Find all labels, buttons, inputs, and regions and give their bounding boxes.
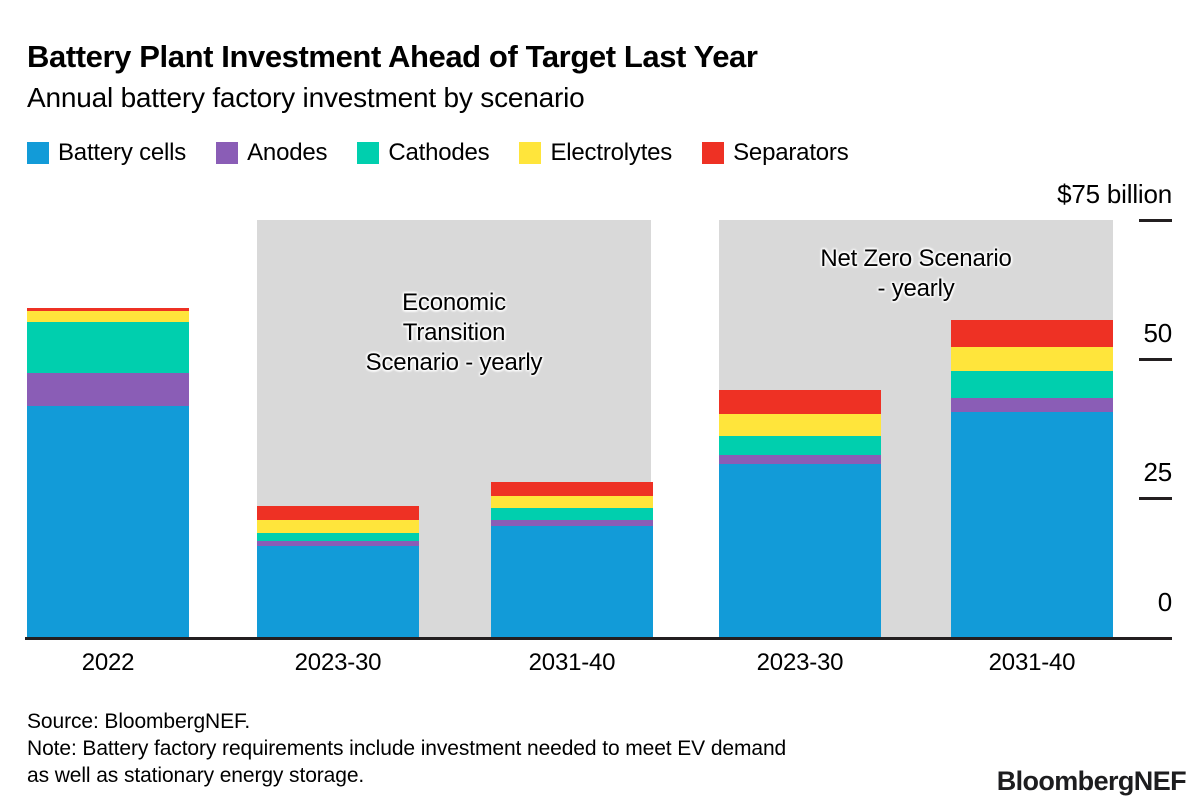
y-axis-label-75: $75 billion — [1057, 179, 1172, 209]
bar-segment-separators — [491, 482, 653, 496]
legend-item-battery-cells: Battery cells — [27, 139, 186, 167]
bar-segment-electrolytes — [951, 347, 1113, 371]
legend-label-battery-cells: Battery cells — [58, 139, 187, 166]
bar-3-2031-40 — [491, 482, 653, 637]
bar-5-2031-40 — [951, 319, 1113, 637]
y-axis-label-0: 0 — [1157, 587, 1172, 617]
bar-segment-cathodes — [719, 436, 881, 455]
note-line-1: Note: Battery factory requirements inclu… — [27, 737, 787, 760]
bloombergnef-logo: BloombergNEF — [996, 766, 1187, 796]
bar-segment-separators — [951, 319, 1113, 348]
scenario-label-economic-transition-line-1: Economic — [402, 289, 506, 316]
footer-notes: Source: BloombergNEF. Note: Battery fact… — [27, 708, 786, 789]
bar-segment-separators — [27, 308, 189, 311]
bar-segment-electrolytes — [719, 414, 881, 437]
x-axis-label-2: 2023-30 — [294, 649, 382, 676]
y-tick-mark-75 — [1139, 218, 1172, 222]
bar-2-2023-30 — [257, 506, 419, 637]
scenario-label-net-zero-line-2: - yearly — [877, 275, 955, 302]
bar-segment-electrolytes — [27, 310, 189, 323]
legend-swatch-separators — [702, 142, 725, 164]
legend-label-anodes: Anodes — [247, 139, 328, 166]
legend-swatch-anodes — [216, 142, 239, 164]
y-tick-mark-50 — [1139, 357, 1172, 361]
scenario-label-net-zero-line-1: Net Zero Scenario — [820, 245, 1012, 272]
bar-segment-battery-cells — [491, 526, 653, 637]
scenario-label-net-zero: Net Zero Scenario - yearly — [719, 244, 1113, 304]
bar-segment-battery-cells — [27, 406, 189, 637]
bar-segment-anodes — [951, 397, 1113, 412]
scenario-label-economic-transition-line-3: Scenario - yearly — [365, 349, 543, 376]
bar-segment-anodes — [491, 520, 653, 527]
y-axis-label-50: 50 — [1143, 318, 1172, 348]
bar-1-2022 — [27, 308, 189, 637]
bar-segment-battery-cells — [719, 464, 881, 637]
source-text: Source: BloombergNEF. — [27, 710, 251, 733]
bar-segment-anodes — [257, 541, 419, 547]
bar-4-2023-30 — [719, 389, 881, 637]
legend-swatch-electrolytes — [519, 142, 542, 164]
legend-item-cathodes: Cathodes — [357, 139, 490, 167]
scenario-label-economic-transition: Economic Transition Scenario - yearly — [257, 288, 651, 378]
note-line-2: as well as stationary energy storage. — [27, 764, 365, 787]
bar-segment-battery-cells — [257, 546, 419, 637]
legend-item-anodes: Anodes — [216, 139, 328, 167]
legend-swatch-cathodes — [357, 142, 380, 164]
bar-segment-cathodes — [27, 322, 189, 373]
legend-item-separators: Separators — [702, 139, 849, 167]
x-axis-label-4: 2023-30 — [756, 649, 844, 676]
bar-segment-cathodes — [491, 507, 653, 521]
bar-segment-separators — [257, 506, 419, 521]
bar-segment-anodes — [719, 454, 881, 465]
x-axis-label-3: 2031-40 — [528, 649, 616, 676]
legend-item-electrolytes: Electrolytes — [519, 139, 672, 167]
y-tick-mark-25 — [1139, 496, 1172, 500]
x-axis-label-5: 2031-40 — [988, 649, 1076, 676]
bar-segment-separators — [719, 389, 881, 415]
bar-segment-cathodes — [951, 370, 1113, 398]
y-axis-label-25: 25 — [1143, 457, 1172, 487]
bar-segment-battery-cells — [951, 411, 1113, 637]
x-axis-label-1: 2022 — [81, 649, 135, 676]
legend-swatch-battery-cells — [27, 142, 49, 164]
legend-label-cathodes: Cathodes — [388, 139, 490, 166]
bar-segment-anodes — [27, 372, 189, 407]
chart-subtitle: Annual battery factory investment by sce… — [27, 82, 585, 113]
bar-segment-electrolytes — [257, 520, 419, 533]
chart-title: Battery Plant Investment Ahead of Target… — [27, 39, 758, 74]
bar-segment-cathodes — [257, 533, 419, 542]
legend: Battery cells Anodes Cathodes Electrolytes S… — [27, 139, 849, 167]
bar-segment-electrolytes — [491, 495, 653, 508]
legend-label-separators: Separators — [733, 139, 849, 166]
legend-label-electrolytes: Electrolytes — [550, 139, 673, 166]
x-axis-line — [25, 637, 1172, 640]
scenario-label-economic-transition-line-2: Transition — [402, 319, 506, 346]
